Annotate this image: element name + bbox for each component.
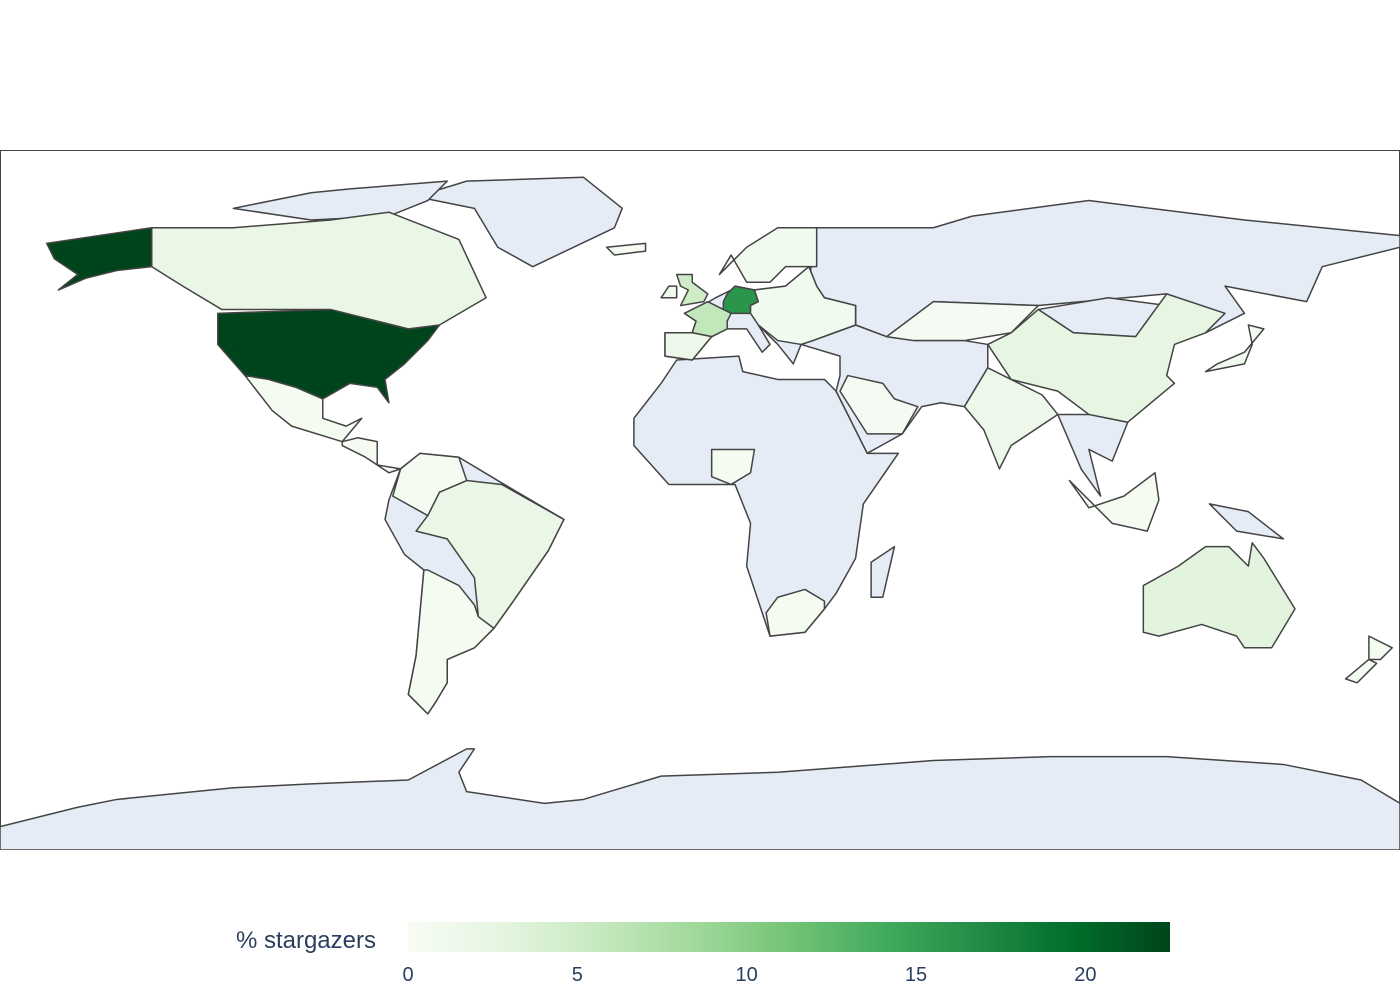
country-australia[interactable] [1142,542,1296,649]
country-south-africa[interactable] [765,588,826,637]
country-saudi-arabia[interactable] [839,374,919,435]
land-greenland[interactable] [415,176,623,268]
country-argentina-chile[interactable] [407,569,495,715]
country-canada[interactable] [150,211,487,330]
country-nigeria[interactable] [710,448,756,486]
land-papua[interactable] [1208,503,1285,540]
country-indonesia[interactable] [1068,472,1160,532]
country-alaska[interactable] [45,227,153,291]
colorbar-tick-label: 20 [1074,964,1096,986]
country-united-kingdom[interactable] [675,273,709,307]
colorbar-tick-label: 0 [402,964,413,986]
land-antarctica[interactable] [0,748,1400,850]
country-kazakhstan[interactable] [885,300,1040,342]
colorbar-title: % stargazers [236,927,376,954]
choropleth-map[interactable] [0,150,1400,850]
country-japan[interactable] [1204,324,1265,373]
land-canadian-arctic[interactable] [232,180,448,221]
colorbar-gradient [408,922,1170,952]
land-africa[interactable] [633,355,900,637]
country-china[interactable] [987,293,1226,423]
country-nordics[interactable] [718,227,818,283]
country-colombia-venezuela[interactable] [392,452,468,517]
country-france[interactable] [683,300,732,338]
country-iceland[interactable] [605,242,647,256]
country-ireland[interactable] [660,285,678,299]
colorbar-tick-label: 5 [572,964,583,986]
country-india[interactable] [963,367,1059,470]
country-spain[interactable] [664,332,713,361]
country-eastern-europe[interactable] [749,265,857,346]
land-madagascar[interactable] [870,545,896,598]
colorbar: % stargazers 0 5 10 15 20 [236,922,1170,986]
country-new-zealand[interactable] [1344,635,1393,684]
country-mexico[interactable] [244,374,363,443]
colorbar-tick-label: 10 [736,964,758,986]
colorbar-tick-label: 15 [905,964,927,986]
countries-layer [45,211,1393,715]
